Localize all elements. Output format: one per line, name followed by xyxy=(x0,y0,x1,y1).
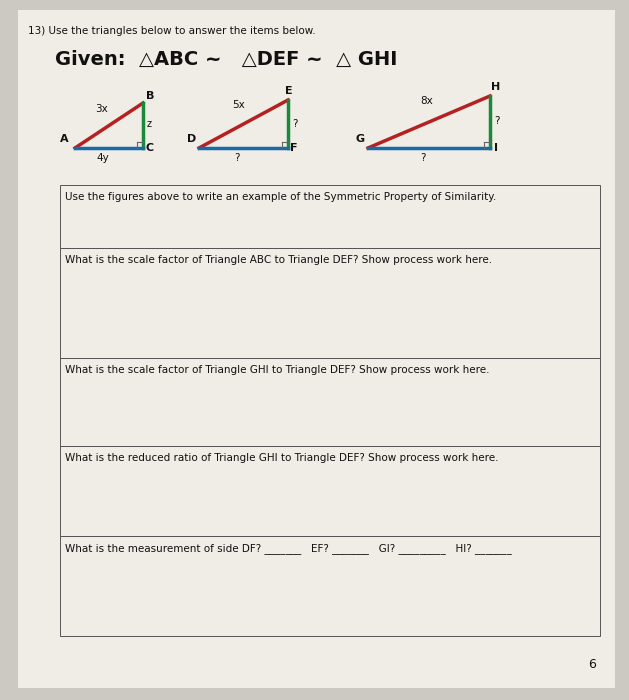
Text: 6: 6 xyxy=(588,658,596,671)
Text: What is the measurement of side DF? _______   EF? _______   GI? _________   HI? : What is the measurement of side DF? ____… xyxy=(65,543,512,554)
Text: z: z xyxy=(147,119,152,129)
Text: ?: ? xyxy=(420,153,425,163)
Text: F: F xyxy=(290,143,298,153)
Bar xyxy=(60,358,600,446)
Bar xyxy=(60,446,600,536)
Text: H: H xyxy=(491,82,500,92)
Bar xyxy=(60,185,600,248)
Text: D: D xyxy=(187,134,196,144)
Text: What is the scale factor of Triangle ABC to Triangle DEF? Show process work here: What is the scale factor of Triangle ABC… xyxy=(65,255,492,265)
Text: A: A xyxy=(60,134,69,144)
Text: ?: ? xyxy=(292,119,298,129)
Text: ?: ? xyxy=(234,153,240,163)
Text: What is the scale factor of Triangle GHI to Triangle DEF? Show process work here: What is the scale factor of Triangle GHI… xyxy=(65,365,489,375)
Text: E: E xyxy=(285,86,292,96)
Text: What is the reduced ratio of Triangle GHI to Triangle DEF? Show process work her: What is the reduced ratio of Triangle GH… xyxy=(65,453,499,463)
Text: ?: ? xyxy=(494,116,499,126)
Text: Use the figures above to write an example of the Symmetric Property of Similarit: Use the figures above to write an exampl… xyxy=(65,192,496,202)
Text: 8x: 8x xyxy=(420,96,433,106)
Text: C: C xyxy=(146,143,154,153)
Text: 3x: 3x xyxy=(95,104,108,114)
Text: G: G xyxy=(355,134,364,144)
Text: 13) Use the triangles below to answer the items below.: 13) Use the triangles below to answer th… xyxy=(28,26,316,36)
Bar xyxy=(60,248,600,358)
Text: Given:  △ABC ~   △DEF ~  △ GHI: Given: △ABC ~ △DEF ~ △ GHI xyxy=(55,50,398,69)
Text: I: I xyxy=(494,143,498,153)
Text: B: B xyxy=(146,91,154,101)
Text: 4y: 4y xyxy=(96,153,109,163)
Bar xyxy=(60,536,600,636)
Text: 5x: 5x xyxy=(232,100,245,110)
